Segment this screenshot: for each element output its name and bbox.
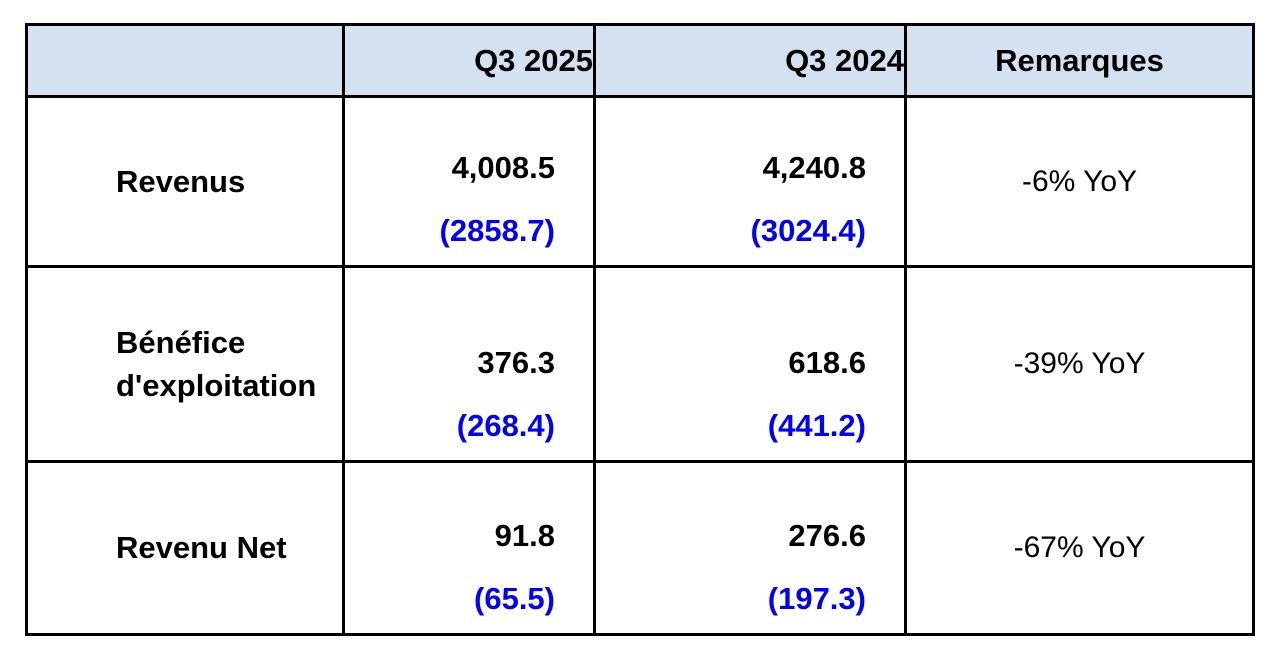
row-label: Revenu Net bbox=[25, 460, 345, 636]
primary-value: 4,008.5 bbox=[451, 149, 555, 185]
header-cell-q3-2024: Q3 2024 bbox=[593, 23, 907, 98]
table-header-row: Q3 2025 Q3 2024 Remarques bbox=[25, 23, 1255, 98]
secondary-value: (65.5) bbox=[474, 581, 555, 617]
cell-benefice-q3-2025: 376.3 (268.4) bbox=[342, 265, 596, 463]
header-cell-remarks: Remarques bbox=[904, 23, 1255, 98]
cell-revenu-net-q3-2024: 276.6 (197.3) bbox=[593, 460, 907, 636]
cell-revenus-q3-2024: 4,240.8 (3024.4) bbox=[593, 95, 907, 268]
remark-value: -39% YoY bbox=[904, 265, 1255, 463]
primary-value: 4,240.8 bbox=[762, 149, 866, 185]
secondary-value: (3024.4) bbox=[750, 213, 866, 249]
primary-value: 276.6 bbox=[788, 517, 866, 553]
cell-benefice-q3-2024: 618.6 (441.2) bbox=[593, 265, 907, 463]
remark-value: -67% YoY bbox=[904, 460, 1255, 636]
table-row-benefice-exploitation: Bénéfice d'exploitation 376.3 (268.4) 61… bbox=[25, 265, 1255, 463]
cell-revenus-q3-2025: 4,008.5 (2858.7) bbox=[342, 95, 596, 268]
financial-summary-table: Q3 2025 Q3 2024 Remarques Revenus 4,008.… bbox=[25, 23, 1255, 636]
primary-value: 376.3 bbox=[477, 344, 555, 380]
cell-revenu-net-q3-2025: 91.8 (65.5) bbox=[342, 460, 596, 636]
primary-value: 91.8 bbox=[494, 517, 555, 553]
header-cell-metric bbox=[25, 23, 345, 98]
row-label: Bénéfice d'exploitation bbox=[25, 265, 345, 463]
secondary-value: (2858.7) bbox=[439, 213, 555, 249]
primary-value: 618.6 bbox=[788, 344, 866, 380]
secondary-value: (441.2) bbox=[767, 408, 866, 444]
table-row-revenu-net: Revenu Net 91.8 (65.5) 276.6 (197.3) -67… bbox=[25, 460, 1255, 636]
secondary-value: (197.3) bbox=[767, 581, 866, 617]
remark-value: -6% YoY bbox=[904, 95, 1255, 268]
row-label: Revenus bbox=[25, 95, 345, 268]
secondary-value: (268.4) bbox=[456, 408, 555, 444]
header-cell-q3-2025: Q3 2025 bbox=[342, 23, 596, 98]
table-row-revenus: Revenus 4,008.5 (2858.7) 4,240.8 (3024.4… bbox=[25, 95, 1255, 268]
